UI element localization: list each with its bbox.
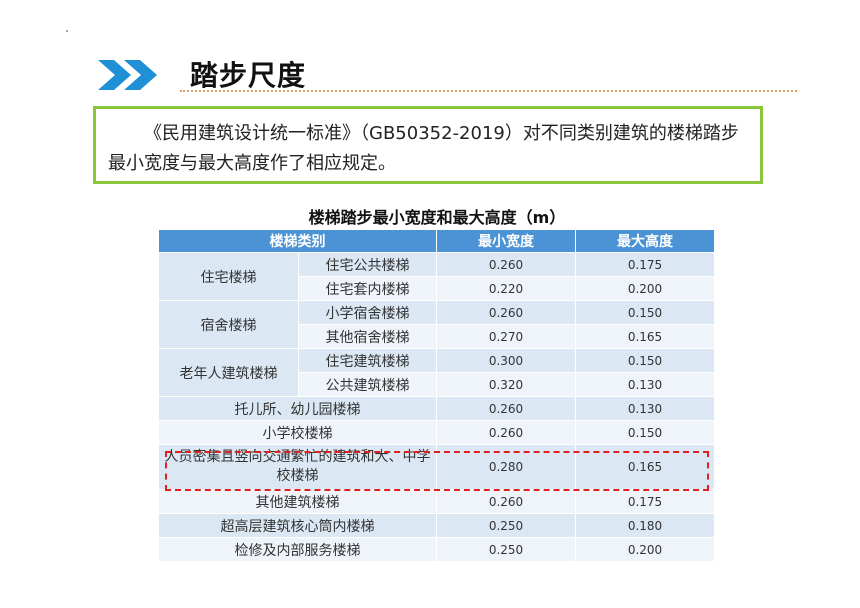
- min-width-cell: 0.270: [436, 324, 576, 349]
- category-cell: 住宅楼梯: [158, 252, 299, 301]
- title-divider: [180, 90, 797, 92]
- max-height-cell: 0.200: [575, 276, 715, 301]
- stair-spec-table: 楼梯类别 最小宽度 最大高度 住宅楼梯 住宅公共楼梯 0.260 0.175 住…: [158, 229, 715, 562]
- max-height-cell: 0.130: [575, 396, 715, 421]
- intro-text: 《民用建筑设计统一标准》（GB50352-2019）对不同类别建筑的楼梯踏步最小…: [108, 123, 739, 174]
- min-width-cell: 0.260: [436, 396, 576, 421]
- min-width-cell: 0.300: [436, 348, 576, 373]
- subcategory-cell: 住宅套内楼梯: [298, 276, 437, 301]
- min-width-cell: 0.260: [436, 420, 576, 445]
- category-cell: 老年人建筑楼梯: [158, 348, 299, 397]
- table-row: 其他建筑楼梯 0.260 0.175: [158, 489, 715, 514]
- subcategory-cell: 住宅公共楼梯: [298, 252, 437, 277]
- table-caption: 楼梯踏步最小宽度和最大高度（m）: [308, 208, 566, 227]
- page-title: 踏步尺度: [190, 59, 307, 92]
- max-height-cell: 0.180: [575, 513, 715, 538]
- table-row: 托儿所、幼儿园楼梯 0.260 0.130: [158, 396, 715, 421]
- subcategory-cell: 小学宿舍楼梯: [298, 300, 437, 325]
- max-height-cell: 0.150: [575, 300, 715, 325]
- max-height-cell: 0.150: [575, 348, 715, 373]
- table-header-row: 楼梯类别 最小宽度 最大高度: [158, 229, 715, 253]
- max-height-cell: 0.150: [575, 420, 715, 445]
- subcategory-cell: 其他宿舍楼梯: [298, 324, 437, 349]
- category-cell: 超高层建筑核心筒内楼梯: [158, 513, 437, 538]
- double-chevron-icon: [98, 60, 157, 90]
- header-max-height: 最大高度: [575, 229, 715, 253]
- max-height-cell: 0.165: [575, 324, 715, 349]
- category-cell: 小学校楼梯: [158, 420, 437, 445]
- min-width-cell: 0.220: [436, 276, 576, 301]
- min-width-cell: 0.260: [436, 489, 576, 514]
- table-row: 小学校楼梯 0.260 0.150: [158, 420, 715, 445]
- min-width-cell: 0.260: [436, 252, 576, 277]
- category-cell: 宿舍楼梯: [158, 300, 299, 349]
- table-row: 老年人建筑楼梯 住宅建筑楼梯 0.300 0.150: [158, 348, 715, 397]
- intro-box: 《民用建筑设计统一标准》（GB50352-2019）对不同类别建筑的楼梯踏步最小…: [93, 106, 763, 184]
- max-height-cell: 0.130: [575, 372, 715, 397]
- max-height-cell: 0.175: [575, 489, 715, 514]
- category-cell: 托儿所、幼儿园楼梯: [158, 396, 437, 421]
- table-row: 检修及内部服务楼梯 0.250 0.200: [158, 537, 715, 562]
- min-width-cell: 0.250: [436, 513, 576, 538]
- category-cell: 检修及内部服务楼梯: [158, 537, 437, 562]
- table-row: 宿舍楼梯 小学宿舍楼梯 0.260 0.150: [158, 300, 715, 349]
- subcategory-cell: 公共建筑楼梯: [298, 372, 437, 397]
- subcategory-cell: 住宅建筑楼梯: [298, 348, 437, 373]
- header-min-width: 最小宽度: [436, 229, 576, 253]
- category-cell: 其他建筑楼梯: [158, 489, 437, 514]
- min-width-cell: 0.260: [436, 300, 576, 325]
- max-height-cell: 0.175: [575, 252, 715, 277]
- min-width-cell: 0.250: [436, 537, 576, 562]
- highlight-dashed-box: [165, 451, 709, 491]
- header-category: 楼梯类别: [158, 229, 437, 253]
- max-height-cell: 0.200: [575, 537, 715, 562]
- table-row: 超高层建筑核心筒内楼梯 0.250 0.180: [158, 513, 715, 538]
- decorative-dot: [66, 30, 68, 32]
- table-row: 住宅楼梯 住宅公共楼梯 0.260 0.175: [158, 252, 715, 301]
- min-width-cell: 0.320: [436, 372, 576, 397]
